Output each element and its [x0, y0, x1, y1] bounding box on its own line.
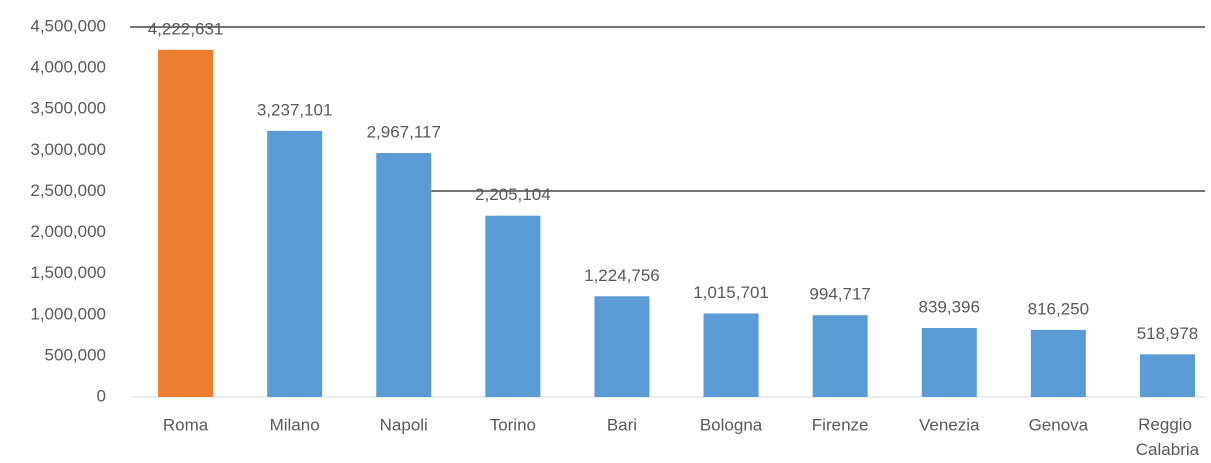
- data-label: 994,717: [809, 285, 870, 304]
- x-tick-label: Napoli: [380, 415, 428, 434]
- x-tick-label: Torino: [490, 415, 536, 434]
- bar: [485, 215, 541, 397]
- bar: [376, 153, 432, 397]
- x-tick-label: Bologna: [700, 415, 763, 434]
- y-tick-label: 4,000,000: [30, 58, 106, 77]
- x-tick-label: Venezia: [919, 415, 980, 434]
- y-tick-label: 1,000,000: [30, 304, 106, 323]
- bar: [921, 327, 977, 397]
- y-tick-label: 1,500,000: [30, 263, 106, 282]
- y-tick-label: 3,500,000: [30, 99, 106, 118]
- bar: [1030, 329, 1086, 397]
- data-label: 4,222,631: [148, 19, 224, 38]
- data-label: 1,015,701: [693, 283, 769, 302]
- x-tick-label: Reggio Calabria: [1136, 415, 1200, 459]
- data-label: 2,205,104: [475, 185, 551, 204]
- bar: [703, 313, 759, 397]
- bar: [1139, 354, 1195, 397]
- y-tick-label: 500,000: [45, 345, 106, 364]
- x-tick-label: Bari: [607, 415, 637, 434]
- data-label: 816,250: [1028, 299, 1089, 318]
- bar: [812, 315, 868, 397]
- x-tick-label: Firenze: [812, 415, 869, 434]
- data-label: 2,967,117: [367, 123, 441, 142]
- x-tick-label: Genova: [1029, 415, 1089, 434]
- x-tick-label: Milano: [270, 415, 320, 434]
- bar: [594, 296, 650, 397]
- data-label: 3,237,101: [257, 100, 333, 119]
- y-tick-label: 2,000,000: [30, 222, 106, 241]
- x-tick-label: Roma: [163, 415, 209, 434]
- data-label: 518,978: [1137, 324, 1198, 343]
- bar: [158, 49, 214, 397]
- data-label: 839,396: [919, 297, 980, 316]
- bar: [267, 130, 323, 397]
- y-tick-label: 3,000,000: [30, 140, 106, 159]
- y-tick-label: 4,500,000: [30, 16, 106, 35]
- y-tick-label: 0: [97, 386, 106, 405]
- data-label: 1,224,756: [584, 266, 660, 285]
- y-tick-label: 2,500,000: [30, 181, 106, 200]
